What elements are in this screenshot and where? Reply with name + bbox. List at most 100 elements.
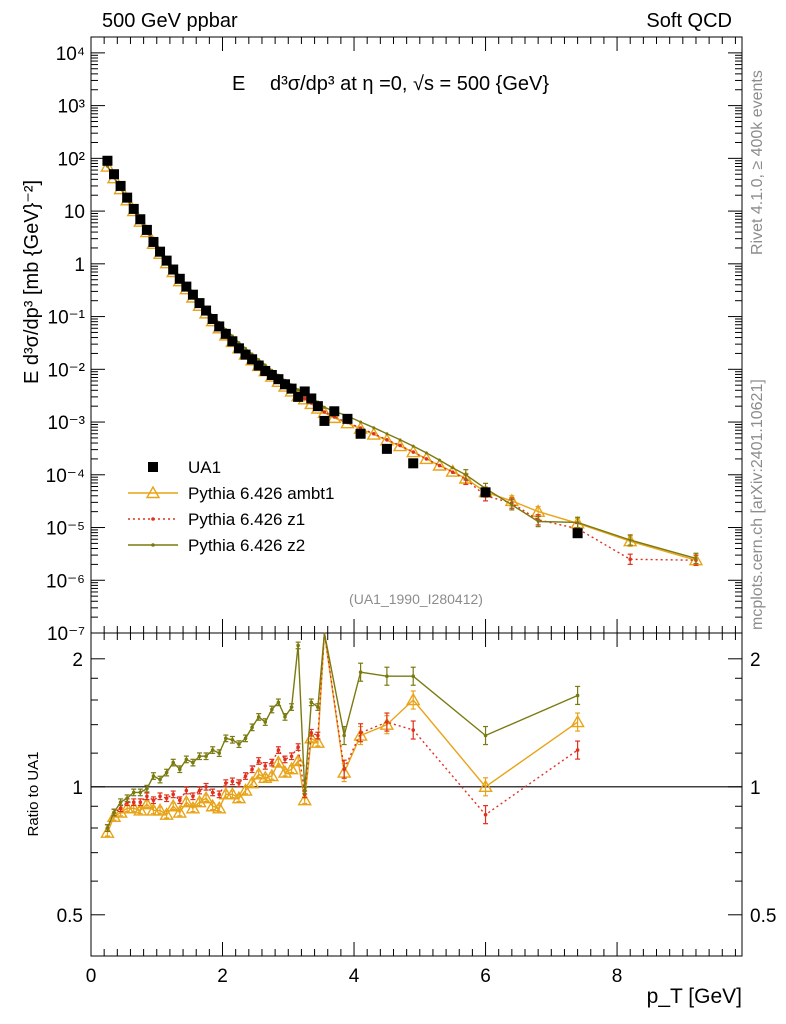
point-z1 <box>398 443 402 448</box>
ratio-point-ambt1 <box>570 714 585 728</box>
point-z2 <box>694 556 698 560</box>
ratio-point-ambt1 <box>113 805 128 818</box>
point-ambt1 <box>406 444 421 458</box>
ratio-point-z2 <box>483 733 488 738</box>
mcplots-label: mcplots.cern.ch [arXiv:2401.10621] <box>749 379 766 630</box>
ratio-point-z2 <box>131 790 136 795</box>
ratio-point-ambt1 <box>251 766 266 780</box>
ratio-point-ambt1 <box>139 796 155 810</box>
ratio-point-z2 <box>145 786 149 791</box>
ratio-point-z1 <box>309 730 314 735</box>
ratio-point-ambt1 <box>192 794 207 808</box>
point-z2 <box>536 520 540 524</box>
ratio-point-z2 <box>250 725 254 730</box>
point-z2 <box>359 420 363 424</box>
main-y-tick-label: 10⁻⁵ <box>46 519 85 540</box>
ratio-point-ambt1 <box>106 809 122 823</box>
ratio-point-z2 <box>158 777 162 782</box>
ratio-point-z1 <box>197 788 202 793</box>
ratio-point-z1 <box>283 757 287 762</box>
point-ua1 <box>201 305 212 316</box>
main-y-tick-label: 10⁻³ <box>48 413 86 434</box>
ratio-point-z2 <box>138 790 143 795</box>
ratio-point-ambt1 <box>231 790 247 804</box>
point-ua1 <box>293 391 304 402</box>
point-ua1 <box>187 289 198 300</box>
ratio-point-z2 <box>296 643 300 648</box>
header-left: 500 GeV ppbar <box>102 10 238 32</box>
ratio-point-ambt1 <box>225 786 240 800</box>
ratio-point-z2 <box>358 670 363 675</box>
ratio-point-z2 <box>151 774 156 778</box>
rivet-label: Rivet 4.1.0, ≥ 400k events <box>749 70 766 255</box>
ratio-point-ambt1 <box>244 775 260 789</box>
ratio-point-ambt1 <box>100 825 115 838</box>
ratio-point-z2 <box>276 700 281 705</box>
point-z2 <box>398 438 402 442</box>
point-ua1 <box>148 236 159 247</box>
ratio-y-tick-label-left: 1 <box>72 778 83 799</box>
point-z2 <box>322 405 326 409</box>
ratio-point-z2 <box>289 705 294 709</box>
ratio-point-z2 <box>283 715 287 719</box>
ratio-point-z2 <box>164 770 169 775</box>
ratio-point-z2 <box>316 705 320 709</box>
ratio-point-z1 <box>184 788 189 793</box>
ratio-point-z1 <box>243 774 248 778</box>
point-ua1 <box>135 214 146 225</box>
main-axis-ticks: 10⁻⁷ 10⁻⁶ 10⁻⁵ 10⁻⁴ 10⁻³ 10⁻² 10⁻¹ 1 10 10² 10³ 10⁴ <box>46 36 742 645</box>
ratio-point-z2 <box>184 757 189 762</box>
point-z1 <box>450 470 455 474</box>
main-title: d³σ/dp³ at η =0, √s = 500 {GeV} <box>270 73 549 95</box>
ratio-y-tick-label-left: 2 <box>72 650 83 671</box>
point-z2 <box>385 432 389 436</box>
ratio-point-z1 <box>358 730 363 735</box>
ratio-point-ambt1 <box>264 768 280 782</box>
point-z2 <box>451 466 455 470</box>
ratio-y-tick-label-right: 2 <box>750 650 761 671</box>
ratio-point-ambt1 <box>159 807 174 820</box>
point-ua1 <box>480 487 491 498</box>
ratio-point-ambt1 <box>165 798 181 812</box>
ratio-point-z1 <box>276 748 281 752</box>
point-ua1 <box>273 374 284 385</box>
ratio-point-z2 <box>118 800 123 804</box>
legend-marker-ua1 <box>148 462 158 472</box>
point-z1 <box>437 463 442 468</box>
ratio-point-z1 <box>164 796 169 801</box>
ratio-frame <box>90 632 743 957</box>
ratio-point-ambt1 <box>172 805 187 818</box>
point-ua1 <box>240 349 251 360</box>
ratio-point-z2 <box>204 754 208 759</box>
ratio-point-ambt1 <box>205 798 220 812</box>
point-ua1 <box>194 298 205 309</box>
point-ua1 <box>115 180 126 191</box>
main-y-tick-label: 10³ <box>58 97 85 118</box>
legend-label: Pythia 6.426 z2 <box>188 536 305 555</box>
point-ua1 <box>260 365 271 376</box>
ratio-point-z1 <box>131 800 136 804</box>
point-z2 <box>424 451 428 455</box>
ratio-point-ambt1 <box>126 800 141 814</box>
ratio-point-z1 <box>138 800 143 804</box>
point-ua1 <box>214 321 225 332</box>
ratio-point-z1 <box>270 760 274 765</box>
main-plot-marks <box>100 155 704 566</box>
x-tick-label: 0 <box>86 966 97 987</box>
x-tick-label: 6 <box>480 966 491 987</box>
ratio-point-z1 <box>342 767 346 772</box>
ratio-point-z2 <box>263 720 268 724</box>
ratio-point-z1 <box>217 792 222 797</box>
point-z2 <box>510 503 514 507</box>
ratio-plot-marks <box>100 632 585 838</box>
x-axis-title: p_T [GeV] <box>647 985 742 1008</box>
point-z2 <box>257 358 261 362</box>
ratio-point-z1 <box>250 767 254 772</box>
point-ua1 <box>174 273 185 284</box>
point-z2 <box>576 520 580 524</box>
ratio-point-z2 <box>575 693 580 698</box>
ratio-point-z1 <box>224 781 228 785</box>
ratio-point-ambt1 <box>284 761 299 775</box>
main-y-tick-label: 10⁻⁷ <box>47 624 85 645</box>
